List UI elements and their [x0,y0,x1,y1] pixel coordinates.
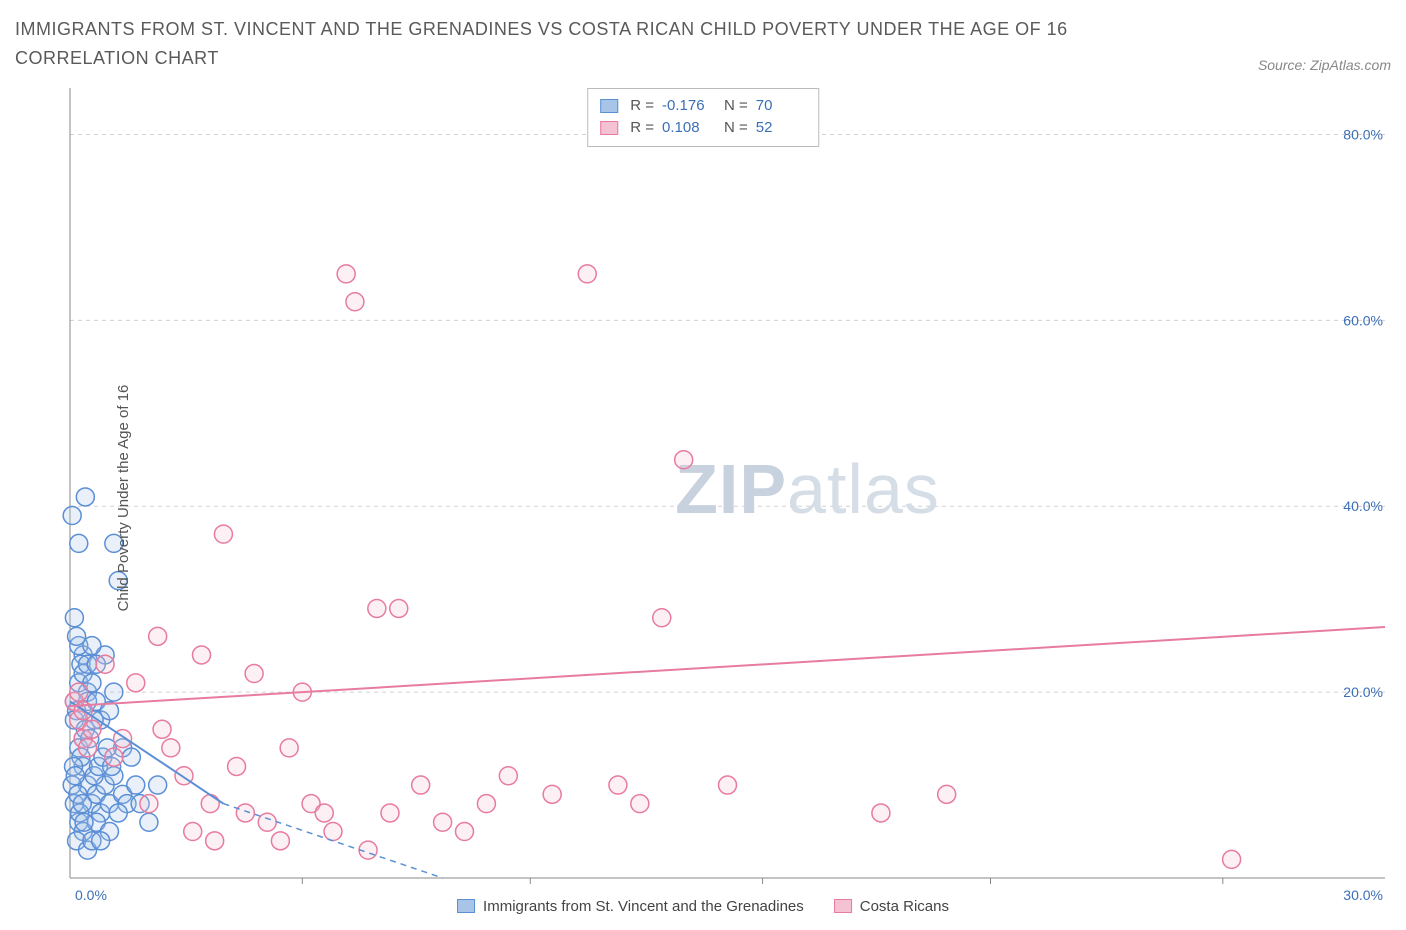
svg-text:60.0%: 60.0% [1343,312,1383,328]
svg-text:20.0%: 20.0% [1343,684,1383,700]
scatter-chart: 20.0% 40.0% 60.0% 80.0% ZIPatlas 0.0% 30.0% [15,83,1391,913]
svg-text:ZIPatlas: ZIPatlas [675,450,940,528]
svg-text:0.0%: 0.0% [75,887,107,903]
series-name: Immigrants from St. Vincent and the Gren… [483,898,804,915]
svg-text:80.0%: 80.0% [1343,126,1383,142]
legend-swatch [834,899,852,913]
n-label: N = [724,95,748,118]
chart-title: IMMIGRANTS FROM ST. VINCENT AND THE GREN… [15,15,1115,73]
legend-swatch [600,121,618,135]
r-value: -0.176 [662,95,712,118]
n-value: 70 [756,95,806,118]
source-label: Source: ZipAtlas.com [1258,57,1391,73]
r-label: R = [630,117,654,140]
r-label: R = [630,95,654,118]
n-value: 52 [756,117,806,140]
legend-swatch [457,899,475,913]
svg-text:40.0%: 40.0% [1343,498,1383,514]
n-label: N = [724,117,748,140]
y-axis-label: Child Poverty Under the Age of 16 [115,384,132,611]
series-name: Costa Ricans [860,898,949,915]
r-value: 0.108 [662,117,712,140]
chart-container: Child Poverty Under the Age of 16 20.0% 4… [15,83,1391,913]
legend-swatch [600,99,618,113]
svg-text:30.0%: 30.0% [1343,887,1383,903]
stats-legend: R = -0.176 N = 70 R = 0.108 N = 52 [587,88,819,147]
series-legend: Immigrants from St. Vincent and the Gren… [457,898,949,915]
